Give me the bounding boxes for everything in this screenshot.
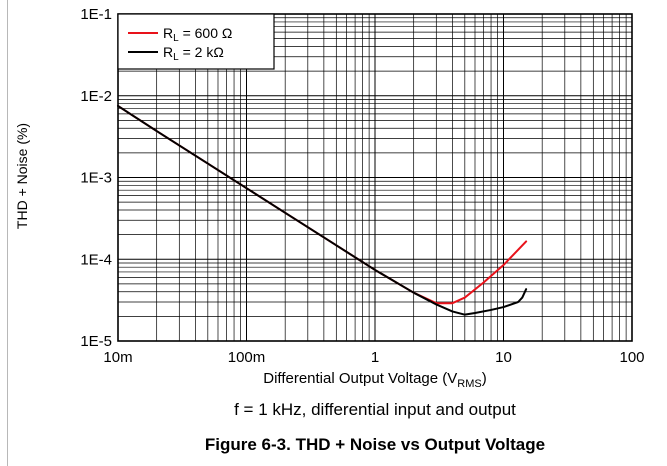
x-tick-label: 1: [371, 349, 379, 366]
page-margin-rule: [7, 0, 8, 466]
x-tick-label: 100: [619, 349, 644, 366]
y-tick-label: 1E-4: [80, 251, 112, 268]
legend-label-600-ohm: RL = 600 Ω: [163, 25, 232, 44]
x-tick-label: 10m: [103, 349, 132, 366]
y-axis-label: THD + Noise (%): [14, 122, 30, 230]
legend-label-2k-ohm: RL = 2 kΩ: [163, 44, 224, 63]
y-tick-label: 1E-3: [80, 170, 112, 187]
y-tick-label: 1E-2: [80, 88, 112, 105]
x-axis-label-text: Differential Output Voltage (V: [263, 370, 458, 387]
plot-frame: [117, 13, 633, 342]
x-tick-label: 10: [495, 349, 512, 366]
x-axis-label-sub: RMS: [457, 378, 482, 390]
x-axis-label: Differential Output Voltage (VRMS): [118, 370, 632, 390]
series-layer: [117, 104, 528, 316]
y-tick-labels: 1E-1 1E-2 1E-3 1E-4 1E-5: [80, 6, 112, 350]
y-tick-label: 1E-5: [80, 333, 112, 350]
legend-box: [117, 13, 275, 70]
figure-title: Figure 6-3. THD + Noise vs Output Voltag…: [204, 435, 546, 454]
x-tick-labels: 10m 100m 1 10 100: [103, 349, 644, 366]
legend: RL = 600 Ω RL = 2 kΩ: [117, 13, 275, 70]
series-line-1: [117, 104, 528, 316]
chart-caption: f = 1 kHz, differential input and output: [234, 400, 516, 419]
x-tick-label: 100m: [228, 349, 266, 366]
x-axis-label-end: ): [481, 370, 487, 387]
y-tick-label: 1E-1: [80, 6, 112, 23]
